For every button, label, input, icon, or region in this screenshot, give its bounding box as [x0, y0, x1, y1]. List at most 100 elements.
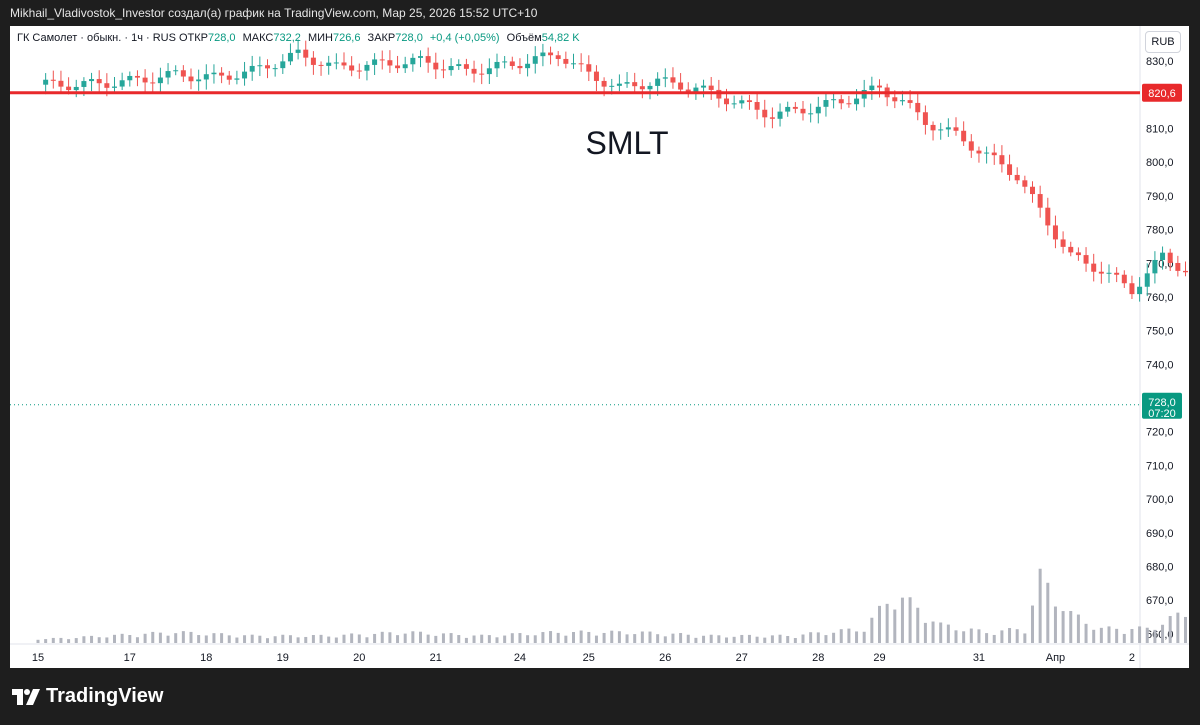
open-value: 728,0 [208, 32, 236, 44]
volume-bar [304, 636, 308, 643]
candle-body [593, 71, 599, 81]
candle-body [58, 80, 64, 87]
candle-body [777, 111, 783, 119]
candle-body [532, 56, 538, 64]
candle-body [471, 68, 477, 74]
candle-body [1052, 225, 1058, 240]
candle-body [1183, 270, 1188, 273]
candle-body [984, 152, 990, 154]
y-tick-label: 670,0 [1146, 595, 1174, 607]
volume-bar [747, 634, 751, 643]
volume-bar [633, 634, 637, 643]
volume-bar [426, 634, 430, 643]
volume-bar [158, 632, 162, 643]
candle-body [1114, 272, 1120, 275]
candle-body [356, 70, 362, 72]
volume-bar [1031, 605, 1034, 643]
attribution-bar: Mikhail_Vladivostok_Investor создал(а) г… [0, 0, 1200, 26]
candle-body [1098, 271, 1104, 274]
x-tick-label: 18 [200, 652, 212, 664]
volume-bar [778, 634, 782, 643]
volume-bar [855, 631, 859, 643]
x-tick-label: 29 [873, 652, 885, 664]
symbol-legend: ГК Самолет · обыкн. · 1ч · RUS ОТКР728,0… [17, 32, 584, 44]
annotation-text: SMLT [586, 125, 669, 161]
x-tick-label: 2 [1129, 652, 1135, 664]
candle-body [1106, 272, 1112, 274]
volume-bar [1122, 633, 1126, 643]
volume-bar [962, 631, 966, 643]
volume-bar [862, 631, 866, 643]
candle-body [463, 64, 469, 69]
volume-bar [839, 629, 843, 643]
candle-body [746, 100, 752, 103]
candle-body [968, 141, 974, 151]
candle-body [456, 64, 462, 67]
candle-body [379, 59, 385, 61]
volume-bar [625, 634, 629, 643]
candle-body [1022, 180, 1028, 187]
currency-button[interactable]: RUB [1145, 31, 1181, 53]
candle-body [838, 99, 844, 104]
x-tick-label: 25 [583, 652, 595, 664]
volume-bar [1099, 627, 1103, 643]
volume-bar [1145, 627, 1149, 643]
candle-body [632, 82, 638, 87]
footer-bar [0, 668, 1200, 725]
volume-bar [1061, 611, 1065, 643]
volume-bar [801, 634, 805, 643]
volume-bar [702, 635, 706, 643]
candle-body [616, 83, 622, 86]
candle-body [226, 75, 232, 80]
chart-canvas[interactable]: 830,0810,0800,0790,0780,0770,0760,0750,0… [10, 26, 1189, 668]
volume-bar [250, 634, 254, 643]
candle-body [387, 60, 393, 66]
volume-bar [679, 633, 683, 643]
volume-bar [342, 634, 346, 643]
candle-body [410, 57, 416, 65]
candle-body [257, 65, 263, 67]
volume-bar [1023, 633, 1027, 643]
volume-bar [44, 639, 48, 643]
candle-body [104, 83, 110, 88]
candle-body [1030, 186, 1035, 195]
volume-bar [327, 636, 331, 643]
current-price-tag [1142, 392, 1182, 419]
volume-bar [464, 637, 468, 643]
volume-bar [296, 637, 300, 643]
candle-body [823, 100, 829, 107]
volume-bar [235, 637, 239, 643]
candle-body [1137, 286, 1143, 295]
y-tick-label: 700,0 [1146, 494, 1174, 506]
candle-body [196, 79, 202, 82]
y-tick-label: 810,0 [1146, 123, 1174, 135]
volume-bar [549, 631, 553, 643]
candle-body [318, 64, 324, 66]
volume-bar [556, 632, 560, 643]
chart-frame[interactable]: 830,0 810,0 800,0 790,0 780,0 770,0 760,0 750,0… [10, 26, 1189, 668]
candle-body [555, 55, 561, 59]
countdown-label: 07:20 [1148, 408, 1176, 420]
candle-body [945, 127, 951, 130]
candle-body [639, 86, 645, 90]
x-tick-label: 24 [514, 652, 526, 664]
y-tick-label: 660,0 [1146, 629, 1174, 641]
volume-bar [648, 631, 652, 643]
candle-body [433, 62, 439, 70]
candle-body [364, 64, 370, 71]
x-tick-label: 15 [32, 652, 44, 664]
volume-bar [663, 636, 667, 643]
volume-bar [457, 635, 461, 643]
candle-body [479, 73, 485, 75]
volume-bar [1084, 623, 1088, 643]
volume-bar [281, 634, 285, 643]
volume-bar [258, 635, 262, 643]
tradingview-logo[interactable]: TradingView [12, 685, 163, 708]
candle-body [693, 87, 699, 92]
symbol-name[interactable]: ГК Самолет · обыкн. · 1ч · RUS [17, 32, 176, 44]
candle-body [938, 129, 944, 131]
candle-body [1152, 259, 1158, 274]
candle-body [341, 62, 347, 66]
candle-body [440, 69, 446, 71]
candle-body [134, 75, 140, 78]
